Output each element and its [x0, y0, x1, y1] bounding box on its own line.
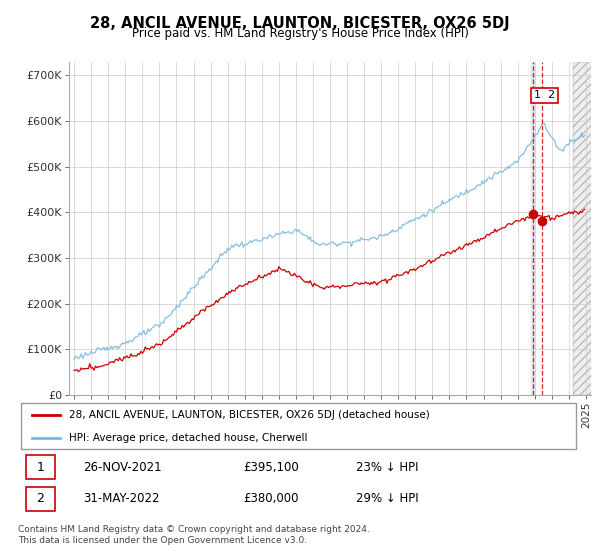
Text: 28, ANCIL AVENUE, LAUNTON, BICESTER, OX26 5DJ: 28, ANCIL AVENUE, LAUNTON, BICESTER, OX2… — [90, 16, 510, 31]
Text: 1: 1 — [37, 461, 44, 474]
Text: HPI: Average price, detached house, Cherwell: HPI: Average price, detached house, Cher… — [69, 433, 307, 443]
FancyBboxPatch shape — [26, 487, 55, 511]
Text: 2: 2 — [37, 492, 44, 505]
Text: Contains HM Land Registry data © Crown copyright and database right 2024.
This d: Contains HM Land Registry data © Crown c… — [18, 525, 370, 545]
Text: 23% ↓ HPI: 23% ↓ HPI — [356, 461, 419, 474]
Bar — [573, 62, 600, 395]
Text: 1  2: 1 2 — [534, 90, 555, 100]
Text: £380,000: £380,000 — [244, 492, 299, 505]
Text: 31-MAY-2022: 31-MAY-2022 — [83, 492, 160, 505]
Text: 28, ANCIL AVENUE, LAUNTON, BICESTER, OX26 5DJ (detached house): 28, ANCIL AVENUE, LAUNTON, BICESTER, OX2… — [69, 410, 430, 421]
FancyBboxPatch shape — [26, 455, 55, 479]
Text: 29% ↓ HPI: 29% ↓ HPI — [356, 492, 419, 505]
FancyBboxPatch shape — [21, 404, 577, 449]
Bar — [573, 62, 600, 395]
Text: £395,100: £395,100 — [244, 461, 299, 474]
Text: 26-NOV-2021: 26-NOV-2021 — [83, 461, 161, 474]
Text: Price paid vs. HM Land Registry's House Price Index (HPI): Price paid vs. HM Land Registry's House … — [131, 27, 469, 40]
